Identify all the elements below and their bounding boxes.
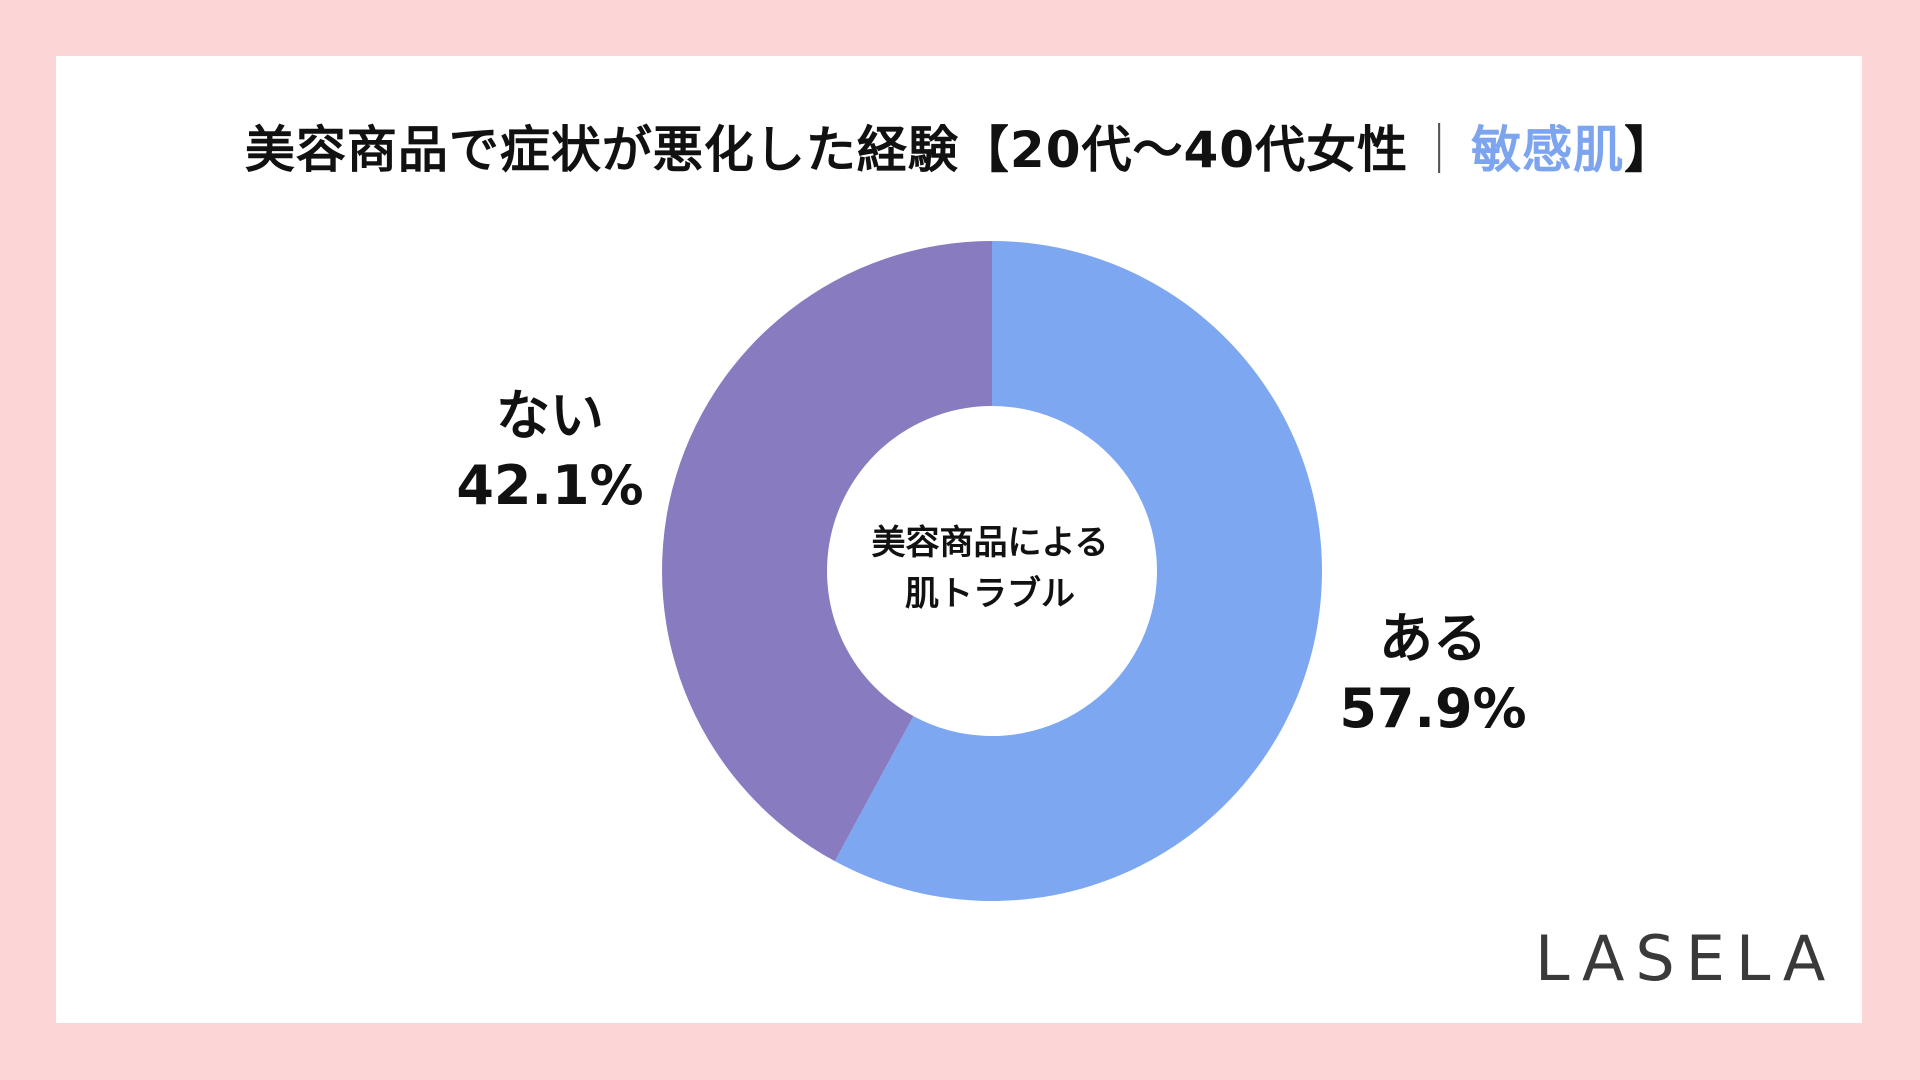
center-label-line-2: 肌トラブル <box>905 574 1075 614</box>
title-close: 】 <box>1624 121 1676 179</box>
donut-slice-0 <box>834 241 1323 902</box>
donut-center-label: 美容商品による 肌トラブル <box>840 518 1140 620</box>
slice-category-nai: ない <box>496 384 604 447</box>
donut-slice-1 <box>662 241 992 862</box>
brand-logo: LASELA <box>1535 922 1837 995</box>
slice-value-nai: 42.1% <box>456 454 644 518</box>
slice-value-aru: 57.9% <box>1339 677 1527 741</box>
title-accent: 敏感肌 <box>1471 121 1625 179</box>
slice-label-nai: ない 42.1% <box>420 381 680 521</box>
slice-label-aru: ある 57.9% <box>1303 604 1563 744</box>
title-main: 美容商品で症状が悪化した経験【20代〜40代女性 <box>244 121 1409 179</box>
center-label-line-1: 美容商品による <box>871 523 1109 563</box>
title-separator: ｜ <box>1414 121 1466 179</box>
slice-category-aru: ある <box>1379 607 1487 670</box>
chart-title: 美容商品で症状が悪化した経験【20代〜40代女性｜敏感肌】 <box>0 110 1920 182</box>
